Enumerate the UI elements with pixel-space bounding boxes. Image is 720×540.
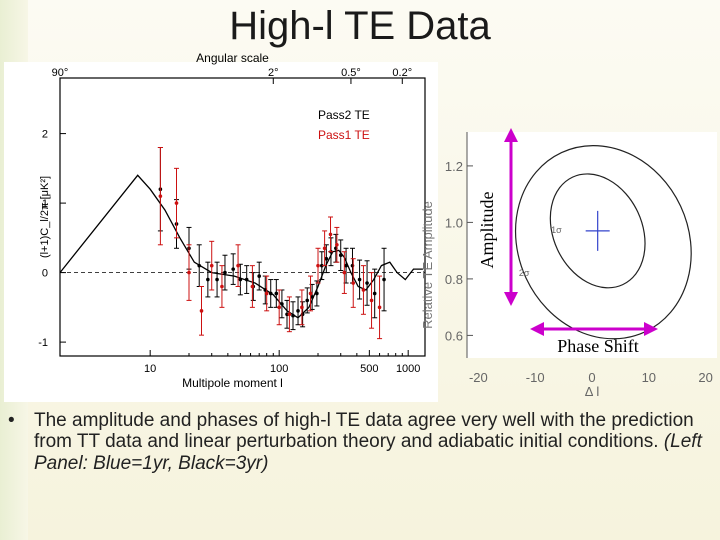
pass2-te-point bbox=[206, 277, 210, 282]
right-plot-background bbox=[467, 132, 717, 358]
pass2-te-point bbox=[274, 291, 279, 296]
pass1-te-point bbox=[277, 305, 281, 310]
pass2-te-point bbox=[372, 291, 377, 296]
right-x-tick-label: 0 bbox=[588, 370, 595, 385]
pass1-te-point bbox=[300, 305, 304, 310]
top-tick-label: 0.2° bbox=[392, 67, 412, 79]
x-tick-label: 100 bbox=[270, 363, 288, 375]
pass1-te-point bbox=[328, 232, 333, 237]
slide-title: High-l TE Data bbox=[229, 4, 491, 48]
phase-shift-annotation: Phase Shift bbox=[557, 336, 639, 356]
right-y-axis-label: Relative TE Amplitude bbox=[420, 201, 435, 329]
pass1-te-point bbox=[351, 281, 356, 285]
y-tick-label: 0 bbox=[42, 268, 48, 280]
pass1-te-point bbox=[361, 288, 366, 292]
legend-pass1: Pass1 TE bbox=[318, 128, 370, 142]
y-tick-label: 2 bbox=[42, 129, 48, 141]
pass2-te-point bbox=[268, 291, 273, 296]
pass1-te-point bbox=[174, 201, 179, 205]
amplitude-arrow-head bbox=[504, 292, 518, 306]
pass2-te-point bbox=[305, 298, 310, 303]
x-axis-label: Multipole moment l bbox=[182, 376, 283, 390]
pass1-te-point bbox=[209, 263, 214, 268]
pass2-te-point bbox=[231, 267, 235, 271]
left-panel-background bbox=[4, 62, 438, 402]
pass2-te-point bbox=[310, 295, 314, 299]
pass1-te-point bbox=[187, 270, 191, 275]
contour-label: 2σ bbox=[519, 268, 530, 278]
phase-shift-arrow-head bbox=[530, 322, 544, 336]
x-tick-label: 1000 bbox=[396, 363, 420, 375]
pass2-te-point bbox=[280, 302, 284, 306]
pass1-te-point bbox=[158, 194, 163, 198]
pass1-te-point bbox=[342, 270, 347, 275]
right-y-tick-label: 1.0 bbox=[445, 215, 463, 230]
right-x-tick-label: -10 bbox=[526, 370, 545, 385]
top-tick-label: 2° bbox=[268, 67, 279, 79]
right-y-tick-label: 0.6 bbox=[445, 328, 463, 343]
left-plot-frame bbox=[59, 77, 426, 357]
top-tick-label: 0.5° bbox=[341, 67, 361, 79]
right-y-tick-label: 0.8 bbox=[445, 272, 463, 287]
pass2-te-point bbox=[296, 309, 300, 313]
y-axis-label: (l+1)C_l/2π [μK²] bbox=[39, 176, 51, 258]
right-x-axis-label: Δ l bbox=[585, 384, 600, 399]
bullet-marker: • bbox=[8, 410, 15, 431]
pass2-te-point bbox=[365, 281, 369, 285]
pass2-te-point bbox=[324, 256, 329, 261]
contour-label: 1σ bbox=[551, 225, 562, 235]
pass1-te-point bbox=[264, 291, 269, 296]
pass2-te-point bbox=[223, 270, 227, 275]
pass1-te-point bbox=[308, 291, 313, 296]
pass1-te-point bbox=[335, 243, 339, 247]
pass1-te-point bbox=[236, 263, 240, 268]
pass1-te-point bbox=[369, 298, 374, 303]
pass2-te-point bbox=[382, 277, 386, 282]
pass2-te-point bbox=[238, 277, 243, 282]
right-x-tick-label: 10 bbox=[642, 370, 656, 385]
angular-scale-title: Angular scale bbox=[196, 51, 269, 65]
pass2-te-point bbox=[244, 277, 249, 282]
amplitude-annotation: Amplitude bbox=[477, 191, 497, 268]
x-tick-label: 10 bbox=[144, 363, 156, 375]
pass2-te-point bbox=[338, 253, 343, 258]
legend-pass2: Pass2 TE bbox=[318, 108, 370, 122]
right-x-tick-label: 20 bbox=[698, 370, 712, 385]
pass2-te-point bbox=[320, 263, 324, 268]
pass2-te-point bbox=[350, 263, 355, 268]
pass1-te-point bbox=[377, 305, 382, 310]
pass2-te-point bbox=[300, 312, 305, 317]
pass2-te-point bbox=[291, 313, 295, 318]
top-tick-label: 90° bbox=[52, 67, 69, 79]
pass2-te-point bbox=[357, 277, 362, 282]
pass1-te-point bbox=[250, 284, 255, 289]
phase-shift-arrow-head bbox=[644, 322, 658, 336]
x-tick-label: 500 bbox=[360, 363, 378, 375]
pass2-te-point bbox=[344, 263, 348, 268]
bullet-note: (Left Panel: Blue=1yr, Black=3yr) bbox=[34, 431, 702, 474]
bullet-text: The amplitude and phases of high-l TE da… bbox=[34, 410, 694, 453]
right-y-tick-label: 1.2 bbox=[445, 159, 463, 174]
y-tick-label: 1 bbox=[42, 198, 48, 210]
amplitude-arrow-head bbox=[504, 128, 518, 142]
pass1-te-point bbox=[220, 284, 224, 289]
pass1-te-point bbox=[322, 246, 327, 251]
pass1-te-point bbox=[199, 309, 204, 313]
pass2-te-point bbox=[263, 288, 268, 292]
pass1-te-point bbox=[287, 312, 292, 317]
pass2-te-point bbox=[315, 291, 319, 296]
right-x-tick-label: -20 bbox=[469, 370, 488, 385]
pass2-te-point bbox=[215, 277, 219, 282]
pass1-te-point bbox=[316, 263, 320, 268]
y-tick-label: -1 bbox=[38, 337, 48, 349]
contour-1 bbox=[549, 173, 646, 289]
pass2-te-point bbox=[257, 274, 261, 278]
pass2-te-point bbox=[197, 263, 202, 268]
